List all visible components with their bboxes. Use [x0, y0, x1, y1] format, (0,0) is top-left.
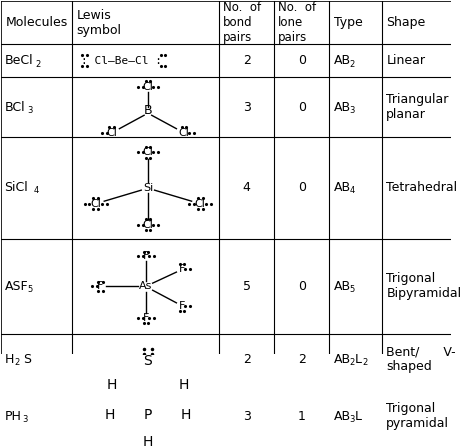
Text: Cl: Cl: [143, 220, 154, 230]
Text: Shape: Shape: [386, 16, 426, 29]
Text: 2: 2: [349, 358, 355, 367]
Text: F: F: [143, 313, 149, 323]
Text: Cl: Cl: [179, 128, 190, 138]
Text: 3: 3: [243, 100, 251, 113]
Text: Cl: Cl: [106, 128, 117, 138]
Text: H: H: [181, 408, 191, 422]
Text: 2: 2: [243, 54, 251, 67]
Text: 3: 3: [349, 415, 355, 424]
Text: 2: 2: [363, 358, 368, 367]
Text: Cl: Cl: [143, 147, 154, 157]
Text: 3: 3: [243, 410, 251, 423]
Text: Trigonal
Bipyramidal: Trigonal Bipyramidal: [386, 272, 461, 300]
Text: AB: AB: [334, 280, 351, 293]
Text: 2: 2: [298, 353, 306, 366]
Text: : Cl–Be–Cl :: : Cl–Be–Cl :: [82, 56, 163, 66]
Text: BCl: BCl: [4, 100, 25, 113]
Text: B: B: [144, 104, 152, 117]
Text: No.  of
lone
pairs: No. of lone pairs: [278, 1, 316, 44]
Text: L: L: [355, 353, 362, 366]
Text: P: P: [144, 408, 152, 422]
Text: 0: 0: [298, 181, 306, 194]
Text: F: F: [179, 264, 185, 274]
Text: Bent/      V-
shaped: Bent/ V- shaped: [386, 345, 456, 373]
Text: 2: 2: [14, 358, 19, 367]
Text: H: H: [107, 378, 117, 392]
Text: 0: 0: [298, 54, 306, 67]
Text: Triangular
planar: Triangular planar: [386, 93, 449, 121]
Text: Cl: Cl: [143, 82, 154, 92]
Text: Lewis
symbol: Lewis symbol: [77, 9, 122, 37]
Text: SiCl: SiCl: [4, 181, 28, 194]
Text: AB: AB: [334, 54, 351, 67]
Text: Molecules: Molecules: [5, 16, 68, 29]
Text: Trigonal
pyramidal: Trigonal pyramidal: [386, 402, 449, 431]
Text: 3: 3: [27, 106, 33, 115]
Text: L: L: [355, 410, 362, 423]
Text: Tetrahedral: Tetrahedral: [386, 181, 457, 194]
Text: 4: 4: [34, 186, 39, 195]
Text: F: F: [143, 251, 149, 261]
Text: 5: 5: [243, 280, 251, 293]
Text: BeCl: BeCl: [4, 54, 33, 67]
Text: 0: 0: [298, 280, 306, 293]
Text: 3: 3: [23, 415, 28, 424]
Text: AB: AB: [334, 181, 351, 194]
Text: F: F: [97, 281, 104, 291]
Text: Cl: Cl: [195, 198, 206, 209]
Text: 5: 5: [349, 285, 355, 294]
Text: 4: 4: [243, 181, 251, 194]
Text: 2: 2: [36, 60, 41, 69]
Text: Linear: Linear: [386, 54, 425, 67]
Text: Type: Type: [334, 16, 363, 29]
Text: Si: Si: [143, 183, 153, 193]
Text: H: H: [143, 435, 153, 448]
Text: AB: AB: [334, 353, 351, 366]
Text: 2: 2: [243, 353, 251, 366]
Text: S: S: [24, 353, 31, 366]
Text: 4: 4: [349, 186, 355, 195]
Text: H: H: [4, 353, 14, 366]
Text: S: S: [144, 354, 152, 368]
Text: 5: 5: [27, 285, 33, 294]
Text: No.  of
bond
pairs: No. of bond pairs: [223, 1, 261, 44]
Text: AB: AB: [334, 410, 351, 423]
Text: ASF: ASF: [4, 280, 28, 293]
Text: 0: 0: [298, 100, 306, 113]
Text: As: As: [139, 281, 153, 291]
Text: F: F: [179, 301, 185, 311]
Text: 1: 1: [298, 410, 306, 423]
Text: PH: PH: [4, 410, 21, 423]
Text: AB: AB: [334, 100, 351, 113]
Text: Cl: Cl: [90, 198, 101, 209]
Text: 2: 2: [349, 60, 355, 69]
Text: 3: 3: [349, 106, 355, 115]
Text: H: H: [105, 408, 115, 422]
Text: H: H: [179, 378, 189, 392]
